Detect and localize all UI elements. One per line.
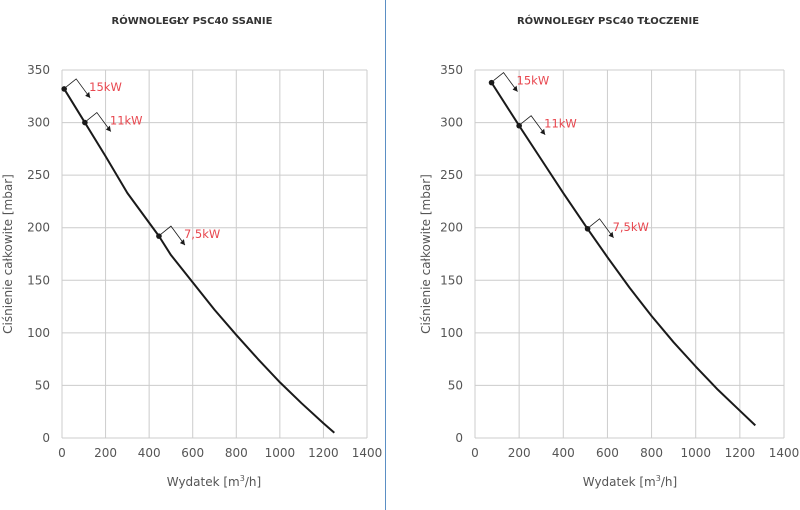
y-tick-label: 100 bbox=[440, 326, 463, 340]
annotation-arrow bbox=[589, 218, 614, 239]
x-axis-label-suffix: /h] bbox=[661, 475, 677, 489]
x-tick-label: 1400 bbox=[769, 446, 800, 460]
x-tick-label: 600 bbox=[181, 446, 204, 460]
x-tick-label: 1400 bbox=[352, 446, 383, 460]
motor-point-marker bbox=[488, 79, 495, 86]
y-axis-label: Ciśnienie całkowite [mbar] bbox=[1, 174, 15, 334]
annotation-arrowhead bbox=[540, 128, 546, 135]
x-tick-label: 400 bbox=[552, 446, 575, 460]
x-tick-label: 800 bbox=[640, 446, 663, 460]
annotation-arrow bbox=[160, 225, 186, 246]
annotation-arrowhead bbox=[512, 85, 518, 92]
y-tick-label: 350 bbox=[440, 63, 463, 77]
series-line bbox=[490, 82, 756, 427]
motor-power-label: 11kW bbox=[544, 117, 577, 131]
x-axis-label: Wydatek [m3/h] bbox=[583, 474, 677, 489]
x-axis-label: Wydatek [m3/h] bbox=[167, 474, 261, 489]
x-tick-label: 600 bbox=[596, 446, 619, 460]
motor-point-marker bbox=[584, 225, 591, 232]
x-tick-label: 200 bbox=[508, 446, 531, 460]
x-axis-label-prefix: Wydatek [m bbox=[167, 475, 240, 489]
y-tick-label: 50 bbox=[35, 378, 50, 392]
x-axis-label-suffix: /h] bbox=[245, 475, 261, 489]
chart-title: RÓWNOLEGŁY PSC40 TŁOCZENIE bbox=[517, 14, 699, 27]
x-tick-label: 1200 bbox=[308, 446, 339, 460]
annotation-arrowhead bbox=[105, 125, 111, 132]
annotation-arrowhead bbox=[608, 231, 614, 238]
panel-divider bbox=[385, 0, 386, 510]
y-tick-label: 200 bbox=[27, 221, 50, 235]
series-line bbox=[63, 88, 335, 434]
annotation-arrow bbox=[493, 72, 518, 92]
x-tick-label: 0 bbox=[471, 446, 479, 460]
y-tick-label: 100 bbox=[27, 326, 50, 340]
y-tick-label: 250 bbox=[440, 168, 463, 182]
x-tick-label: 1200 bbox=[725, 446, 756, 460]
motor-point-marker bbox=[516, 122, 522, 129]
y-tick-label: 200 bbox=[440, 221, 463, 235]
y-tick-label: 300 bbox=[440, 116, 463, 130]
motor-power-label: 15kW bbox=[89, 80, 122, 94]
y-tick-label: 0 bbox=[455, 431, 463, 445]
annotation-arrow bbox=[65, 78, 91, 99]
y-tick-label: 0 bbox=[42, 431, 50, 445]
motor-point-marker bbox=[61, 86, 67, 92]
y-tick-label: 150 bbox=[27, 273, 50, 287]
annotation-arrowhead bbox=[85, 91, 91, 98]
x-axis-label-superscript: 3 bbox=[240, 474, 245, 483]
y-tick-label: 250 bbox=[27, 168, 50, 182]
motor-power-label: 7,5kW bbox=[613, 220, 649, 234]
motor-point-marker bbox=[156, 233, 162, 239]
y-tick-label: 350 bbox=[27, 63, 50, 77]
annotation-arrow bbox=[520, 115, 546, 135]
x-tick-label: 0 bbox=[58, 446, 66, 460]
motor-power-label: 15kW bbox=[517, 74, 550, 88]
annotation-arrowhead bbox=[179, 239, 185, 246]
y-tick-label: 150 bbox=[440, 273, 463, 287]
motor-point-marker bbox=[82, 119, 88, 126]
x-tick-label: 800 bbox=[225, 446, 248, 460]
x-tick-label: 200 bbox=[94, 446, 117, 460]
x-axis-label-prefix: Wydatek [m bbox=[583, 475, 656, 489]
x-axis-label-superscript: 3 bbox=[656, 474, 661, 483]
y-axis-label: Ciśnienie całkowite [mbar] bbox=[419, 174, 433, 334]
chart-panel-1: RÓWNOLEGŁY PSC40 TŁOCZENIE 0 200 400 600 800 1… bbox=[419, 14, 799, 489]
chart-title: RÓWNOLEGŁY PSC40 SSANIE bbox=[112, 14, 273, 27]
y-tick-label: 50 bbox=[448, 378, 463, 392]
y-tick-label: 300 bbox=[27, 116, 50, 130]
x-tick-label: 1000 bbox=[265, 446, 296, 460]
motor-power-label: 11kW bbox=[110, 114, 143, 128]
x-tick-label: 1000 bbox=[680, 446, 711, 460]
motor-power-label: 7,5kW bbox=[184, 227, 220, 241]
annotation-arrow bbox=[86, 111, 112, 132]
x-tick-label: 400 bbox=[138, 446, 161, 460]
